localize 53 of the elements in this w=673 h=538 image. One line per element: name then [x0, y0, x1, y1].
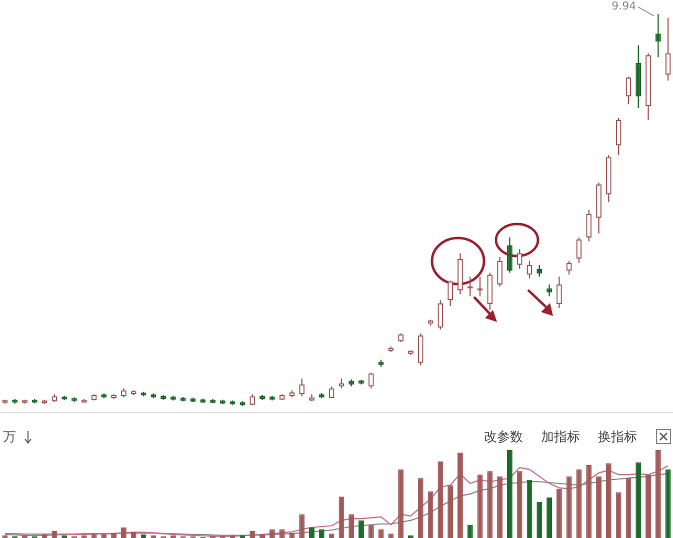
candlestick	[516, 248, 522, 270]
bar	[348, 514, 354, 538]
bar	[309, 527, 314, 538]
bar	[606, 463, 612, 538]
bar	[546, 498, 552, 538]
candlestick	[626, 76, 632, 105]
candlestick	[526, 260, 532, 280]
text: 换指标	[598, 429, 637, 446]
bar	[358, 520, 364, 538]
bar	[448, 485, 454, 538]
bar	[655, 450, 661, 538]
candlestick	[616, 117, 622, 156]
text: 改参数	[484, 429, 523, 446]
bar	[516, 471, 522, 538]
candlestick	[120, 388, 126, 398]
bar	[586, 464, 592, 538]
candlestick	[368, 372, 374, 389]
text: 9.94	[612, 0, 636, 12]
bar	[120, 527, 126, 538]
bar	[418, 478, 424, 538]
bar	[438, 461, 444, 538]
candlestick	[576, 236, 582, 264]
candlestick	[556, 276, 562, 309]
candlestick	[506, 236, 512, 274]
candlestick	[655, 13, 661, 58]
bar	[616, 492, 622, 538]
candlestick	[438, 300, 444, 330]
candlestick	[586, 209, 592, 242]
bar	[299, 514, 305, 538]
bar	[338, 496, 344, 538]
candlestick	[497, 256, 503, 288]
bar	[487, 471, 493, 538]
bar	[536, 502, 542, 538]
candlestick	[448, 280, 454, 307]
bar	[646, 474, 651, 538]
bar	[457, 452, 463, 538]
text: 加指标	[541, 429, 580, 446]
bar	[497, 476, 503, 538]
candlestick	[546, 284, 552, 297]
candlestick	[566, 260, 572, 276]
bar	[626, 478, 632, 538]
bar	[636, 462, 642, 538]
candlestick	[536, 264, 542, 278]
bar	[556, 488, 562, 538]
candlestick	[299, 378, 305, 397]
bar	[665, 469, 671, 538]
bar	[506, 450, 512, 538]
bar	[467, 524, 473, 538]
bar	[398, 469, 404, 538]
bar	[566, 476, 572, 538]
bar	[368, 524, 374, 538]
y-axis-title: 万	[3, 429, 16, 446]
bar	[596, 476, 602, 538]
